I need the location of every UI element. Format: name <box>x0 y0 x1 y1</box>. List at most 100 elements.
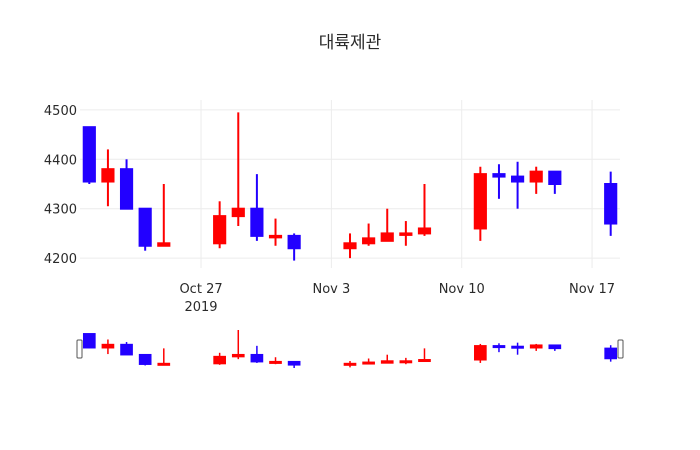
slider-candle-body <box>287 360 301 366</box>
candle-body <box>473 173 487 230</box>
slider-candle-body <box>418 359 431 363</box>
slider-candle-body <box>529 344 543 349</box>
candle-body <box>213 215 227 245</box>
slider-candle-body <box>213 355 226 365</box>
slider-candle-body <box>604 347 618 360</box>
chart-title: 대륙제관 <box>319 33 382 53</box>
slider-candle-body <box>138 353 152 365</box>
slider-candle <box>511 342 524 355</box>
candle <box>511 161 525 209</box>
slider-candle-body <box>101 343 115 349</box>
candle-body <box>119 168 134 210</box>
slider-candle <box>362 358 375 365</box>
y-tick-label: 4400 <box>44 153 77 168</box>
candle-body <box>548 170 562 186</box>
candle <box>231 112 245 226</box>
candle <box>82 126 96 184</box>
candle-body <box>101 168 115 183</box>
candle <box>157 184 171 247</box>
y-tick-label: 4500 <box>44 104 77 119</box>
candle <box>213 201 227 249</box>
slider-candle <box>213 352 226 365</box>
slider-candle-body <box>362 361 375 365</box>
slider-candle-body <box>548 344 562 350</box>
candle-body <box>604 183 618 225</box>
range-slider-right-handle[interactable] <box>617 339 624 359</box>
candle <box>492 164 506 199</box>
candle <box>101 149 115 207</box>
slider-candle <box>231 330 245 360</box>
slider-candle-body <box>474 345 487 361</box>
slider-candle <box>343 361 357 368</box>
gridlines <box>80 100 620 268</box>
candle-body <box>250 207 264 237</box>
range-slider-left-handle[interactable] <box>76 339 83 359</box>
candle-body <box>511 175 525 183</box>
candle-body <box>287 234 301 250</box>
candle-body <box>138 207 152 247</box>
candle <box>119 159 134 210</box>
range-slider-candles <box>82 330 618 368</box>
slider-candle-body <box>492 345 506 349</box>
x-tick-label: Oct 27 <box>179 282 222 297</box>
slider-candle-body <box>82 333 96 349</box>
candle <box>548 170 562 194</box>
candle <box>380 208 394 242</box>
slider-candle-body <box>231 353 245 358</box>
y-tick-label: 4200 <box>44 252 77 267</box>
candle-body <box>157 242 171 247</box>
candle-body <box>529 170 543 183</box>
range-slider[interactable] <box>76 330 624 368</box>
slider-candle <box>474 343 487 363</box>
slider-candle-body <box>157 362 171 366</box>
slider-candle <box>138 353 152 366</box>
candles <box>82 112 618 261</box>
slider-candle <box>418 348 431 363</box>
candle <box>399 221 413 246</box>
slider-candle <box>120 342 133 356</box>
candle <box>138 207 152 251</box>
candle <box>473 166 487 241</box>
slider-candle <box>380 354 394 364</box>
slider-candle <box>82 333 96 349</box>
candle <box>287 233 301 261</box>
slider-candle <box>529 343 543 351</box>
slider-candle-body <box>269 360 282 364</box>
candle <box>604 171 618 236</box>
candle <box>250 174 264 241</box>
candle <box>362 223 376 246</box>
slider-candle-body <box>380 360 394 364</box>
x-tick-label: Nov 3 <box>312 282 350 297</box>
y-axis: 4200 4300 4400 4500 <box>44 104 77 267</box>
candle-body <box>492 173 506 178</box>
candle-body <box>82 126 96 183</box>
slider-candle <box>157 348 171 366</box>
candle-body <box>231 207 245 218</box>
candle-body <box>380 232 394 242</box>
x-tick-label: Nov 17 <box>569 282 615 297</box>
slider-candle-body <box>250 353 264 363</box>
candle <box>529 166 543 194</box>
slider-candle-body <box>399 360 413 364</box>
slider-candle <box>101 339 115 355</box>
x-tick-label: Nov 10 <box>439 282 485 297</box>
candle <box>268 218 283 246</box>
x-axis: Oct 27 2019 Nov 3 Nov 10 Nov 17 <box>179 282 615 315</box>
slider-candle <box>548 344 562 351</box>
slider-candle <box>269 357 282 365</box>
slider-candle <box>604 345 618 362</box>
candle-body <box>362 237 376 245</box>
slider-candle-body <box>511 345 524 349</box>
slider-candle-body <box>120 343 133 356</box>
candle-body <box>417 227 432 235</box>
x-tick-sublabel: 2019 <box>184 300 217 315</box>
slider-candle <box>492 343 506 353</box>
candle-body <box>399 232 413 236</box>
y-tick-label: 4300 <box>44 203 77 218</box>
candle-body <box>268 234 283 239</box>
slider-candle <box>399 357 413 365</box>
slider-candle <box>250 345 264 363</box>
candle-body <box>343 242 357 250</box>
slider-candle <box>287 360 301 368</box>
